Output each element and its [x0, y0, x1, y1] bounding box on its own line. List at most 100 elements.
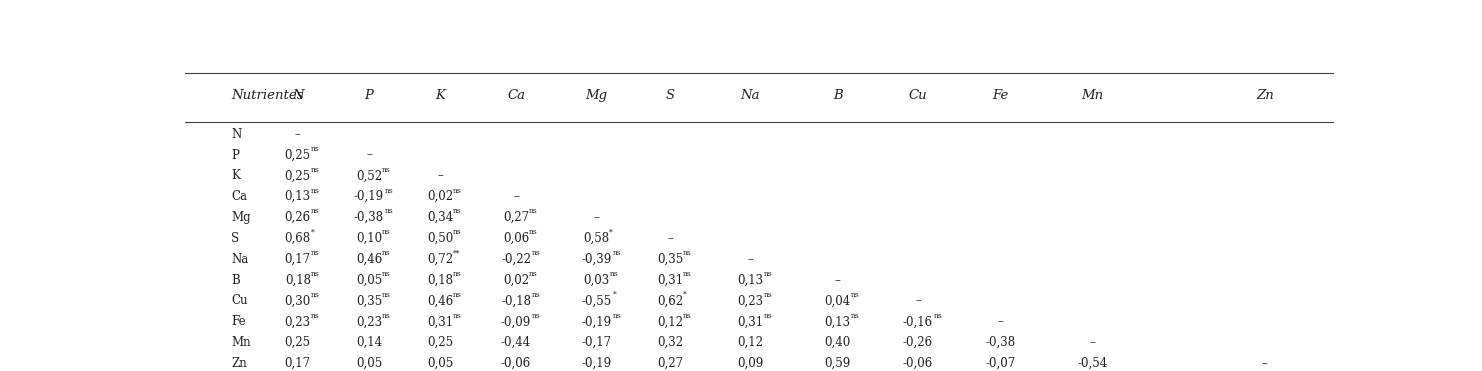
Text: Mg: Mg [585, 89, 608, 102]
Text: *: * [609, 228, 614, 236]
Text: -0,54: -0,54 [1077, 357, 1107, 370]
Text: 0,04: 0,04 [824, 295, 851, 308]
Text: –: – [667, 232, 673, 245]
Text: 0,72: 0,72 [427, 253, 453, 266]
Text: N: N [292, 89, 304, 102]
Text: -0,26: -0,26 [903, 336, 934, 349]
Text: 0,46: 0,46 [356, 253, 382, 266]
Text: ns: ns [311, 207, 320, 216]
Text: ns: ns [529, 270, 538, 278]
Text: 0,25: 0,25 [285, 170, 311, 183]
Text: –: – [997, 315, 1003, 328]
Text: 0,25: 0,25 [285, 336, 311, 349]
Text: ns: ns [453, 312, 462, 320]
Text: Zn: Zn [231, 357, 247, 370]
Text: ns: ns [382, 270, 391, 278]
Text: -0,44: -0,44 [501, 336, 531, 349]
Text: ns: ns [382, 249, 391, 257]
Text: 0,05: 0,05 [356, 274, 382, 287]
Text: ns: ns [311, 187, 320, 195]
Text: Cu: Cu [908, 89, 928, 102]
Text: 0,14: 0,14 [356, 336, 382, 349]
Text: B: B [833, 89, 842, 102]
Text: 0,09: 0,09 [737, 357, 763, 370]
Text: 0,13: 0,13 [737, 274, 763, 287]
Text: 0,12: 0,12 [657, 315, 683, 328]
Text: S: S [231, 232, 239, 245]
Text: ns: ns [382, 291, 391, 299]
Text: 0,26: 0,26 [285, 211, 311, 224]
Text: –: – [834, 274, 840, 287]
Text: Mn: Mn [231, 336, 250, 349]
Text: ns: ns [763, 312, 772, 320]
Text: -0,38: -0,38 [986, 336, 1015, 349]
Text: Ca: Ca [231, 190, 247, 203]
Text: 0,62: 0,62 [657, 295, 683, 308]
Text: ns: ns [851, 291, 860, 299]
Text: -0,19: -0,19 [581, 357, 612, 370]
Text: *: * [311, 228, 314, 236]
Text: –: – [366, 148, 372, 161]
Text: 0,31: 0,31 [737, 315, 763, 328]
Text: ns: ns [529, 207, 538, 216]
Text: P: P [365, 89, 373, 102]
Text: B: B [231, 274, 240, 287]
Text: ns: ns [763, 291, 772, 299]
Text: 0,35: 0,35 [657, 253, 683, 266]
Text: -0,17: -0,17 [581, 336, 612, 349]
Text: 0,02: 0,02 [502, 274, 529, 287]
Text: *: * [612, 291, 617, 299]
Text: ns: ns [532, 312, 541, 320]
Text: K: K [436, 89, 445, 102]
Text: 0,50: 0,50 [427, 232, 453, 245]
Text: –: – [747, 253, 753, 266]
Text: S: S [665, 89, 674, 102]
Text: ns: ns [453, 270, 462, 278]
Text: 0,02: 0,02 [427, 190, 453, 203]
Text: -0,06: -0,06 [903, 357, 934, 370]
Text: ns: ns [934, 312, 943, 320]
Text: *: * [683, 291, 686, 299]
Text: 0,31: 0,31 [657, 274, 683, 287]
Text: 0,03: 0,03 [584, 274, 609, 287]
Text: -0,19: -0,19 [354, 190, 384, 203]
Text: -0,39: -0,39 [581, 253, 612, 266]
Text: ns: ns [311, 249, 320, 257]
Text: –: – [295, 128, 301, 141]
Text: –: – [914, 295, 920, 308]
Text: 0,17: 0,17 [285, 253, 311, 266]
Text: ns: ns [311, 291, 320, 299]
Text: 0,05: 0,05 [356, 357, 382, 370]
Text: -0,22: -0,22 [501, 253, 531, 266]
Text: K: K [231, 170, 240, 183]
Text: Na: Na [741, 89, 760, 102]
Text: 0,10: 0,10 [356, 232, 382, 245]
Text: 0,27: 0,27 [657, 357, 683, 370]
Text: ns: ns [385, 187, 394, 195]
Text: 0,06: 0,06 [502, 232, 529, 245]
Text: 0,27: 0,27 [502, 211, 529, 224]
Text: 0,17: 0,17 [285, 357, 311, 370]
Text: ns: ns [532, 291, 541, 299]
Text: Cu: Cu [231, 295, 247, 308]
Text: ns: ns [609, 270, 618, 278]
Text: ns: ns [311, 312, 320, 320]
Text: 0,59: 0,59 [824, 357, 851, 370]
Text: N: N [231, 128, 242, 141]
Text: ns: ns [612, 249, 621, 257]
Text: ns: ns [453, 187, 462, 195]
Text: -0,09: -0,09 [501, 315, 531, 328]
Text: Fe: Fe [993, 89, 1009, 102]
Text: 0,18: 0,18 [427, 274, 453, 287]
Text: 0,46: 0,46 [427, 295, 453, 308]
Text: -0,38: -0,38 [354, 211, 384, 224]
Text: ns: ns [612, 312, 621, 320]
Text: Nutrientes: Nutrientes [231, 89, 304, 102]
Text: -0,06: -0,06 [501, 357, 531, 370]
Text: 0,18: 0,18 [285, 274, 311, 287]
Text: 0,23: 0,23 [356, 315, 382, 328]
Text: **: ** [453, 249, 461, 257]
Text: ns: ns [851, 312, 860, 320]
Text: ns: ns [311, 166, 320, 174]
Text: 0,40: 0,40 [824, 336, 851, 349]
